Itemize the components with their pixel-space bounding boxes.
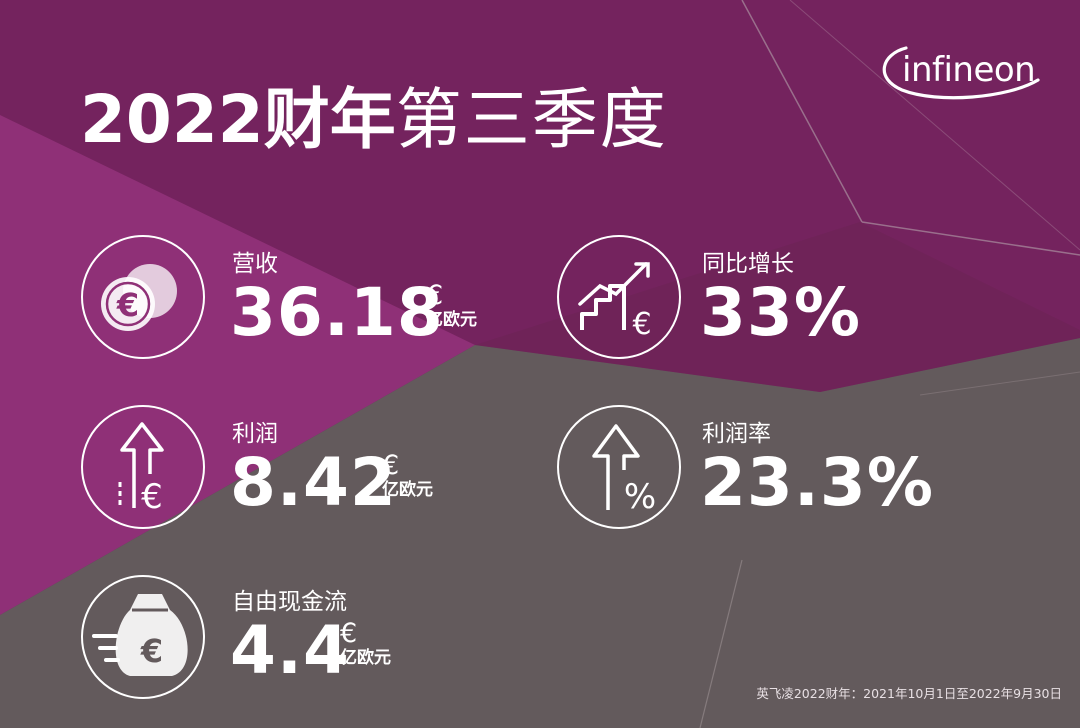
profit-value: 8.42 (230, 444, 397, 521)
revenue-currency: € (426, 280, 444, 311)
cashflow-label: 自由现金流 (232, 589, 347, 615)
euro-coins-icon: € (81, 235, 205, 359)
margin-label: 利润率 (702, 421, 771, 447)
fiscal-year-footnote: 英飞凌2022财年：2021年10月1日至2022年9月30日 (756, 686, 1062, 701)
cashflow-unit: € 亿欧元 (340, 618, 391, 669)
logo-swoosh-icon (882, 46, 1040, 100)
cashflow-currency: € (340, 618, 358, 649)
title-fiscal-year: 2022财年 (80, 81, 396, 158)
margin-percent-icon: % (557, 405, 681, 529)
profit-unit-text: 亿欧元 (382, 480, 433, 500)
revenue-unit-text: 亿欧元 (426, 310, 477, 330)
svg-text:€: € (141, 477, 163, 517)
money-bag-icon: € (81, 575, 205, 699)
title-quarter: 第三季度 (395, 81, 668, 158)
growth-value: 33% (700, 274, 861, 351)
cashflow-unit-text: 亿欧元 (340, 648, 391, 668)
growth-chart-icon: € (557, 235, 681, 359)
margin-value: 23.3% (700, 444, 934, 521)
svg-text:€: € (116, 286, 139, 324)
svg-text:%: % (624, 477, 656, 517)
profit-label: 利润 (232, 421, 278, 447)
svg-text:€: € (140, 632, 163, 670)
growth-label: 同比增长 (702, 251, 794, 277)
cashflow-value: 4.4 (230, 612, 350, 689)
profit-currency: € (382, 450, 400, 481)
logo-text: infineon (902, 50, 1036, 90)
revenue-label: 营收 (232, 251, 278, 277)
revenue-unit: € 亿欧元 (426, 280, 477, 331)
infineon-logo: infineon (878, 40, 1048, 106)
revenue-value: 36.18 (230, 274, 444, 351)
profit-arrow-icon: € (81, 405, 205, 529)
page-title: 2022财年第三季度 (80, 80, 668, 160)
profit-unit: € 亿欧元 (382, 450, 433, 501)
svg-text:€: € (632, 307, 651, 342)
